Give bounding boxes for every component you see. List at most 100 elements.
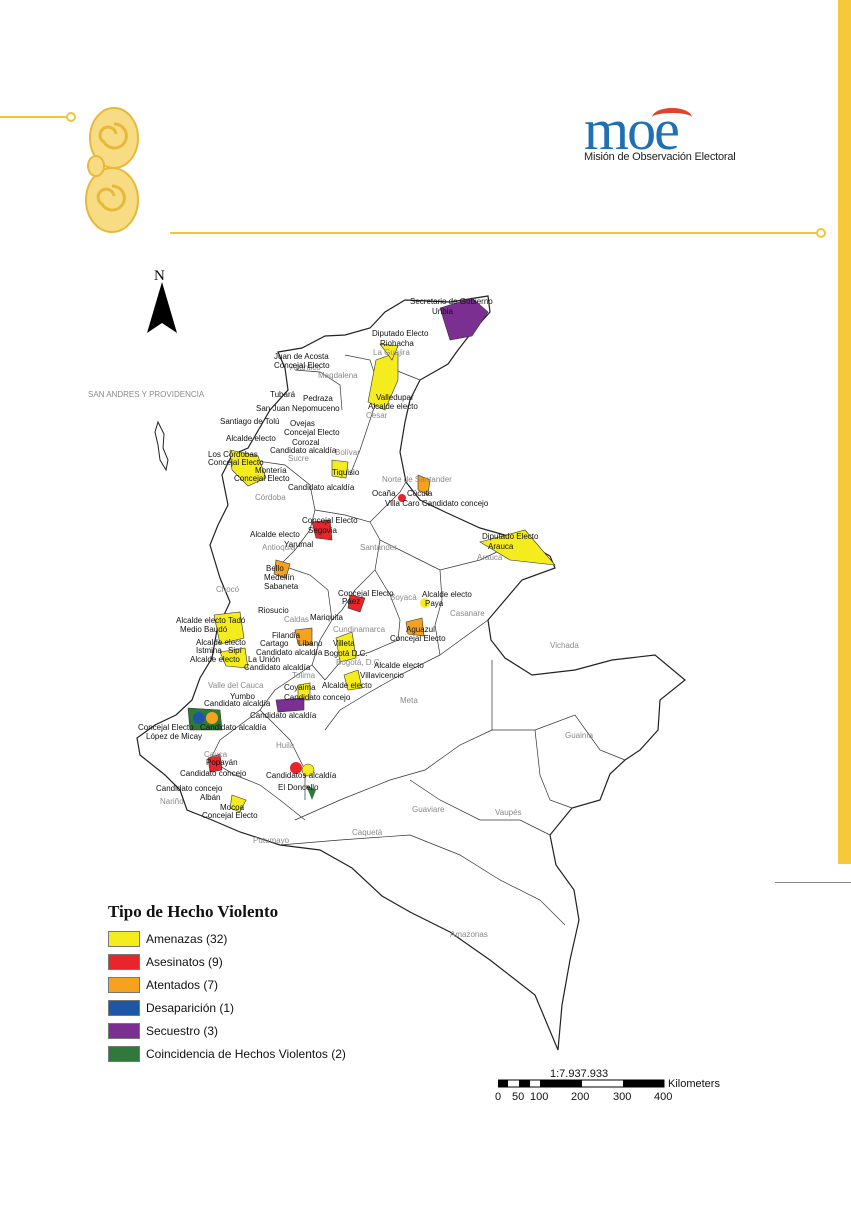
region-label: Magdalena	[318, 371, 358, 380]
region-label: Arauca	[477, 553, 503, 562]
event-label: San Juan Nepomuceno	[256, 404, 340, 413]
event-label: Valledupar	[376, 393, 414, 402]
event-label: Segovia	[308, 526, 337, 535]
event-label: Alcalde electo	[322, 681, 372, 690]
event-label: Mariquita	[310, 613, 343, 622]
event-label: Candidato alcaldía	[244, 663, 311, 672]
event-label: Villavicencio	[360, 671, 404, 680]
event-label: Concejal Electo	[390, 634, 446, 643]
region-label: SAN ANDRES Y PROVIDENCIA	[88, 390, 205, 399]
legend-swatch	[108, 931, 140, 947]
event-label: Concejal Electo	[234, 474, 290, 483]
event-label: Tadó	[228, 616, 246, 625]
event-label: Páez	[342, 597, 360, 606]
region-label: Putumayo	[253, 836, 290, 845]
event-label: Medellín	[264, 573, 294, 582]
moe-logo-arc-icon	[652, 108, 692, 127]
event-label: Popayán	[206, 758, 238, 767]
event-filandia-atentado	[294, 627, 313, 646]
event-label: Paya	[425, 599, 444, 608]
header-line-right	[170, 232, 818, 234]
event-paez-asesinato	[347, 594, 366, 613]
event-label: Concejal Electo	[284, 428, 340, 437]
legend-label: Coincidencia de Hechos Violentos (2)	[146, 1047, 346, 1061]
scale-tick-label: 100	[530, 1091, 549, 1103]
region-label: Guaviare	[412, 805, 445, 814]
event-label: Alcalde electo	[176, 616, 226, 625]
header-line-right-dot	[816, 228, 826, 238]
event-label: López de Micay	[146, 732, 202, 741]
region-label: Boyacá	[390, 593, 417, 602]
event-label: Candidato concejo	[422, 499, 489, 508]
region-label: Tolima	[292, 671, 316, 680]
region-label: Bogotá, D.C.	[336, 658, 382, 667]
region-label: Meta	[400, 696, 418, 705]
scale-tick-label: 400	[654, 1091, 673, 1103]
scale-units: Kilometers	[668, 1078, 720, 1090]
event-label: Candidato concejo	[284, 693, 351, 702]
event-popayan-asesinato	[207, 753, 223, 773]
region-label: Santander	[360, 543, 397, 552]
scale-ratio: 1:7.937.933	[550, 1068, 609, 1080]
region-label: Caldas	[284, 615, 309, 624]
event-label: Uribia	[432, 307, 453, 316]
region-label: Cesar	[366, 411, 388, 420]
event-label: Diputado Electo	[482, 532, 539, 541]
event-label: Candidato alcaldía	[200, 723, 267, 732]
region-label: Caquetá	[352, 828, 383, 837]
event-label: Candidato concejo	[180, 769, 247, 778]
region-label: Casanare	[450, 609, 485, 618]
event-label: Yarumal	[284, 540, 313, 549]
event-label: Tubará	[270, 390, 296, 399]
event-label: Alcalde electo	[368, 402, 418, 411]
region-label: Cundinamarca	[333, 625, 386, 634]
region-label: Bolívar	[335, 448, 360, 457]
legend-item: Coincidencia de Hechos Violentos (2)	[108, 1045, 346, 1063]
legend-item: Asesinatos (9)	[108, 953, 223, 971]
event-tiquisio-amenaza	[331, 459, 349, 479]
event-uribia-secuestro	[439, 297, 489, 341]
legend-swatch	[108, 954, 140, 970]
event-cucuta-atentado	[417, 474, 431, 496]
header-line-left-dot	[66, 112, 76, 122]
scale-tick-label: 50	[512, 1091, 525, 1103]
event-label: El Doncello	[278, 783, 319, 792]
event-doncello-asesinato	[290, 762, 302, 774]
event-aguazul-atentado	[405, 617, 425, 637]
event-markers	[187, 297, 556, 813]
event-label: Medio Baudó	[180, 625, 228, 634]
event-arauca-amenaza	[479, 529, 556, 566]
event-villa-caro-asesinato	[398, 494, 406, 502]
region-label: Chocó	[216, 585, 240, 594]
event-label: Corozal	[292, 438, 320, 447]
event-label: Concejal Electo	[208, 458, 264, 467]
event-label: Concejal Electo	[274, 361, 330, 370]
legend-swatch	[108, 977, 140, 993]
event-coyaima-amenaza	[297, 682, 311, 701]
event-label: Aguazul	[406, 625, 435, 634]
footer-divider	[775, 882, 851, 883]
event-villeta-amenaza	[335, 631, 357, 663]
event-labels: Secretario de Gobierno Uribia Diputado E…	[138, 297, 539, 820]
region-label: Nariño	[160, 797, 184, 806]
event-label: Albán	[200, 793, 220, 802]
legend-item: Amenazas (32)	[108, 930, 227, 948]
event-label: Candidatos alcaldía	[266, 771, 337, 780]
event-label: La Unión	[248, 655, 280, 664]
scale-tick-label: 300	[613, 1091, 632, 1103]
event-label: Mocoa	[220, 803, 245, 812]
legend-swatch	[108, 1023, 140, 1039]
moe-logo-subtitle: Misión de Observación Electoral	[584, 151, 736, 163]
event-label: Villeta	[333, 639, 355, 648]
event-label: Alcalde electo	[196, 638, 246, 647]
san-andres-island	[154, 420, 169, 472]
event-label: Concejal Electo	[338, 589, 394, 598]
event-label: Secretario de Gobierno	[410, 297, 493, 306]
legend-title: Tipo de Hecho Violento	[108, 902, 279, 921]
region-label: Valle del Cauca	[208, 681, 264, 690]
legend-item: Atentados (7)	[108, 976, 218, 994]
event-mocoa-amenaza	[229, 794, 247, 813]
region-label: Sucre	[288, 454, 309, 463]
event-label: Pedraza	[303, 394, 333, 403]
region-label: Cauca	[204, 750, 228, 759]
